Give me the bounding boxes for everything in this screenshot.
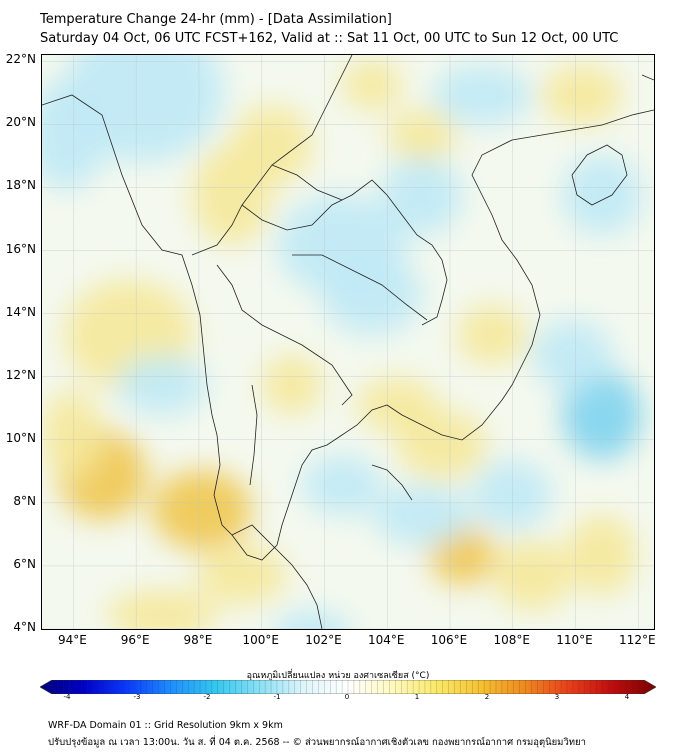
- cool-anomaly-area: [117, 355, 207, 415]
- colorbar-title: อุณหภูมิเปลี่ยนแปลง หน่วย องศาเซลเซียส (…: [246, 671, 430, 681]
- warm-anomaly-area: [492, 540, 572, 610]
- lat-label: 16°N: [5, 241, 36, 256]
- warm-anomaly-area: [342, 60, 402, 110]
- colorbar-tick-label: 1: [414, 693, 420, 701]
- footer-credits: ปรับปรุงข้อมูล ณ เวลา 13:00น. วัน ส. ที่…: [48, 737, 586, 748]
- lon-label: 94°E: [57, 633, 87, 647]
- colorbar: [40, 680, 656, 694]
- warm-anomaly-area: [107, 590, 217, 629]
- lat-label: 12°N: [5, 367, 36, 382]
- warm-anomaly-area: [42, 390, 102, 480]
- lon-label: 110°E: [556, 633, 593, 647]
- coastlines-borders: [42, 55, 654, 629]
- warm-anomaly-area: [457, 305, 527, 365]
- lat-label: 20°N: [5, 115, 36, 130]
- lat-label: 10°N: [5, 430, 36, 445]
- lon-label: 108°E: [493, 633, 531, 647]
- boundary-line: [271, 164, 428, 321]
- cool-anomaly-area: [273, 610, 351, 629]
- temperature-field: [42, 55, 642, 629]
- lon-label: 112°E: [619, 633, 656, 647]
- boundary-line: [241, 179, 448, 326]
- colorbar-tick-label: -1: [273, 693, 281, 701]
- boundary-line: [281, 124, 603, 526]
- cool-anomaly-area: [562, 155, 642, 235]
- boundary-line: [216, 264, 353, 406]
- cool-anomaly-area: [322, 255, 422, 335]
- map-panel: [41, 54, 655, 630]
- colorbar-tick-label: -3: [133, 693, 141, 701]
- colorbar-tick-label: 4: [624, 693, 630, 701]
- cool-anomaly-area: [302, 455, 382, 515]
- map-title: Temperature Change 24-hr (mm) - [Data As…: [40, 12, 392, 27]
- cool-anomaly-area: [532, 320, 612, 390]
- temperature-change-map: [42, 55, 654, 629]
- cool-anomaly-area: [472, 460, 552, 530]
- lat-label: 8°N: [13, 493, 36, 508]
- lon-label: 98°E: [183, 633, 213, 647]
- lon-label: 104°E: [367, 633, 405, 647]
- lat-label: 22°N: [5, 52, 36, 67]
- footer-model-info: WRF-DA Domain 01 :: Grid Resolution 9km …: [48, 720, 283, 731]
- lon-label: 102°E: [305, 633, 342, 647]
- colorbar-tick-label: 3: [554, 693, 560, 701]
- lat-label: 4°N: [13, 620, 36, 634]
- cool-anomaly-area: [372, 485, 472, 545]
- lat-label: 6°N: [13, 556, 36, 571]
- colorbar-tick-label: 2: [484, 693, 490, 701]
- lon-label: 96°E: [120, 633, 150, 647]
- boundary-line: [191, 55, 353, 256]
- colorbar-gradient: [40, 680, 656, 694]
- warm-anomaly-area: [192, 145, 272, 245]
- map-subtitle: Saturday 04 Oct, 06 UTC FCST+162, Valid …: [40, 31, 619, 46]
- colorbar-tick-label: -2: [203, 693, 211, 701]
- colorbar-tick-label: -4: [63, 693, 71, 701]
- boundary-line: [571, 144, 628, 206]
- lon-label: 100°E: [242, 633, 279, 647]
- boundary-line: [42, 94, 283, 561]
- warm-anomaly-area: [542, 65, 622, 125]
- warmer-anomaly-area: [152, 470, 252, 550]
- lon-label: 106°E: [430, 633, 468, 647]
- warm-anomaly-area: [387, 110, 457, 160]
- lat-label: 18°N: [5, 178, 36, 193]
- graticule: [42, 55, 654, 629]
- boundary-line: [601, 74, 654, 126]
- boundary-line: [231, 524, 323, 629]
- cool-anomaly-area: [432, 65, 532, 125]
- warm-anomaly-area: [357, 377, 437, 433]
- colorbar-tick-label: 0: [344, 693, 350, 701]
- warm-anomaly-area: [197, 545, 287, 605]
- warm-anomaly-area: [567, 515, 637, 595]
- warm-anomaly-area: [262, 355, 322, 415]
- cooler-anomaly-area: [562, 370, 642, 460]
- boundary-line: [249, 384, 413, 501]
- lat-label: 14°N: [5, 304, 36, 319]
